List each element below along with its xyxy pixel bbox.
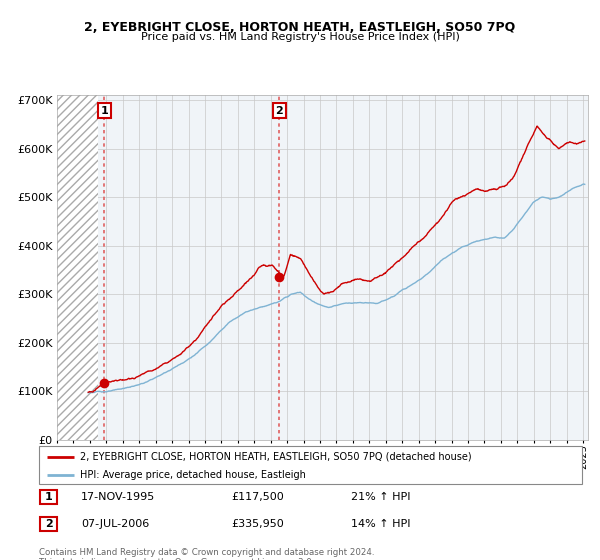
Text: 2, EYEBRIGHT CLOSE, HORTON HEATH, EASTLEIGH, SO50 7PQ: 2, EYEBRIGHT CLOSE, HORTON HEATH, EASTLE… bbox=[85, 21, 515, 34]
Text: HPI: Average price, detached house, Eastleigh: HPI: Average price, detached house, East… bbox=[80, 470, 305, 480]
Bar bbox=[57, 95, 98, 440]
Text: £335,950: £335,950 bbox=[231, 519, 284, 529]
Text: 2: 2 bbox=[45, 519, 52, 529]
Text: 17-NOV-1995: 17-NOV-1995 bbox=[81, 492, 155, 502]
Text: 21% ↑ HPI: 21% ↑ HPI bbox=[351, 492, 410, 502]
Text: 2, EYEBRIGHT CLOSE, HORTON HEATH, EASTLEIGH, SO50 7PQ (detached house): 2, EYEBRIGHT CLOSE, HORTON HEATH, EASTLE… bbox=[80, 452, 472, 462]
Text: Contains HM Land Registry data © Crown copyright and database right 2024.
This d: Contains HM Land Registry data © Crown c… bbox=[39, 548, 374, 560]
Text: 1: 1 bbox=[45, 492, 52, 502]
Text: Price paid vs. HM Land Registry's House Price Index (HPI): Price paid vs. HM Land Registry's House … bbox=[140, 32, 460, 43]
Text: 1: 1 bbox=[100, 106, 108, 116]
Text: 07-JUL-2006: 07-JUL-2006 bbox=[81, 519, 149, 529]
Text: £117,500: £117,500 bbox=[231, 492, 284, 502]
Text: 14% ↑ HPI: 14% ↑ HPI bbox=[351, 519, 410, 529]
Text: 2: 2 bbox=[275, 106, 283, 116]
